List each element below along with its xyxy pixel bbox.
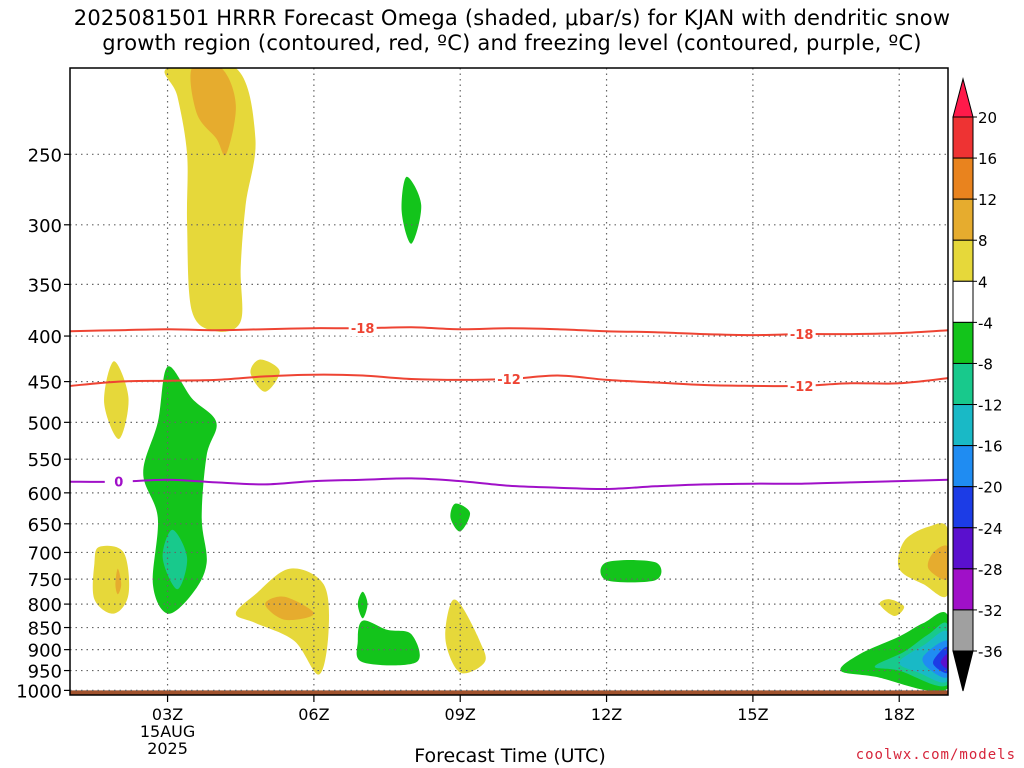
contour-label: -12 — [790, 380, 814, 395]
omega-region — [356, 620, 420, 666]
y-tick-label: 300 — [28, 216, 62, 237]
y-tick-label: 1000 — [16, 681, 62, 702]
colorbar-swatch — [952, 486, 974, 529]
colorbar-swatch — [952, 362, 974, 406]
contour-label-bg — [104, 473, 133, 490]
contour-label-bg — [787, 377, 816, 394]
colorbar-swatch — [952, 568, 974, 611]
omega-region — [190, 68, 236, 156]
colorbar-label: -16 — [978, 438, 1003, 456]
omega-region — [357, 591, 368, 619]
contour-line — [69, 326, 949, 337]
omega-region — [445, 599, 486, 674]
chart-title: 2025081501 HRRR Forecast Omega (shaded, … — [0, 6, 1024, 56]
x-axis-title: Forecast Time (UTC) — [414, 745, 606, 767]
temperature-contours: -18 -18 -12 -12 0 — [69, 320, 949, 491]
contour-label: 0 — [114, 476, 123, 491]
contour-label-bg — [495, 371, 523, 388]
omega-region — [600, 560, 662, 583]
x-tick-label: 12Z — [591, 705, 622, 724]
y-tick-label: 850 — [28, 619, 62, 640]
title-line-1: 2025081501 HRRR Forecast Omega (shaded, … — [73, 6, 951, 30]
omega-region — [104, 361, 129, 440]
colorbar-label: -8 — [978, 355, 993, 373]
omega-region — [115, 568, 122, 595]
colorbar-label: 8 — [978, 232, 988, 250]
colorbar-swatch — [952, 445, 974, 488]
omega-region — [401, 176, 422, 244]
x-tick-label: 03Z — [152, 705, 183, 724]
colorbar-swatch — [952, 404, 974, 447]
colorbar: 20 16 12 8 4 -4 -8 -12 -16 -20 -24 -28 -32 -36 — [952, 77, 1003, 692]
colorbar-label: -24 — [978, 520, 1003, 538]
colorbar-swatch — [952, 157, 974, 200]
omega-region — [92, 545, 130, 614]
colorbar-swatch — [952, 321, 974, 364]
y-tick-label: 800 — [28, 595, 62, 616]
omega-region — [927, 545, 948, 580]
y-tick-label: 550 — [28, 450, 62, 471]
y-tick-label: 250 — [28, 145, 62, 166]
omega-region — [162, 529, 188, 590]
omega-region — [143, 366, 217, 614]
y-tick-label: 400 — [28, 327, 62, 348]
y-tick-label: 950 — [28, 662, 62, 683]
title-line-2: growth region (contoured, red, ºC) and f… — [102, 31, 922, 55]
x-tick-label: 06Z — [298, 705, 329, 724]
colorbar-label: -12 — [978, 397, 1003, 415]
y-axis: 2503003504004505005506006507007508008509… — [16, 145, 70, 702]
colorbar-label: -20 — [978, 479, 1003, 497]
contour-line — [69, 477, 949, 491]
colorbar-swatch — [952, 239, 974, 282]
colorbar-label: 16 — [978, 150, 997, 168]
colorbar-swatch — [952, 527, 974, 570]
omega-region — [164, 68, 256, 332]
y-tick-label: 650 — [28, 515, 62, 536]
colorbar-bottom-arrow — [952, 650, 974, 692]
y-tick-label: 350 — [28, 275, 62, 296]
colorbar-swatch — [952, 116, 974, 159]
x-tick-sublabel: 2025 — [147, 739, 188, 758]
contour-label: -18 — [790, 328, 814, 343]
omega-shading — [92, 68, 948, 692]
y-tick-label: 450 — [28, 373, 62, 394]
contour-label: -12 — [497, 373, 521, 388]
below-ground-area — [70, 690, 948, 695]
surface-ground — [70, 690, 948, 695]
x-tick-label: 15Z — [737, 705, 768, 724]
y-tick-label: 750 — [28, 570, 62, 591]
omega-region — [265, 596, 314, 621]
omega-region — [879, 599, 905, 617]
colorbar-label: 20 — [978, 109, 997, 127]
omega-region — [450, 503, 471, 532]
x-tick-sublabel: 15AUG — [140, 722, 195, 741]
x-tick-label: 09Z — [445, 705, 476, 724]
colorbar-label: -28 — [978, 561, 1003, 579]
colorbar-label: -4 — [978, 314, 993, 332]
y-tick-label: 500 — [28, 413, 62, 434]
contour-label-bg — [787, 326, 816, 343]
x-tick-label: 18Z — [884, 705, 915, 724]
contour-label: -18 — [351, 322, 375, 337]
colorbar-label: -36 — [978, 643, 1003, 661]
y-tick-label: 700 — [28, 543, 62, 564]
omega-region — [235, 568, 330, 675]
colorbar-swatch — [952, 198, 974, 241]
colorbar-label: 4 — [978, 273, 988, 291]
y-tick-label: 600 — [28, 484, 62, 505]
y-tick-label: 900 — [28, 641, 62, 662]
colorbar-swatch — [952, 280, 974, 323]
omega-region — [940, 653, 948, 669]
credit-text: coolwx.com/models — [855, 747, 1016, 763]
colorbar-label: 12 — [978, 191, 997, 209]
colorbar-swatch — [952, 609, 974, 652]
colorbar-top-arrow — [952, 77, 974, 118]
contour-label-bg — [348, 320, 377, 337]
colorbar-label: -32 — [978, 602, 1003, 620]
omega-region — [897, 523, 948, 598]
